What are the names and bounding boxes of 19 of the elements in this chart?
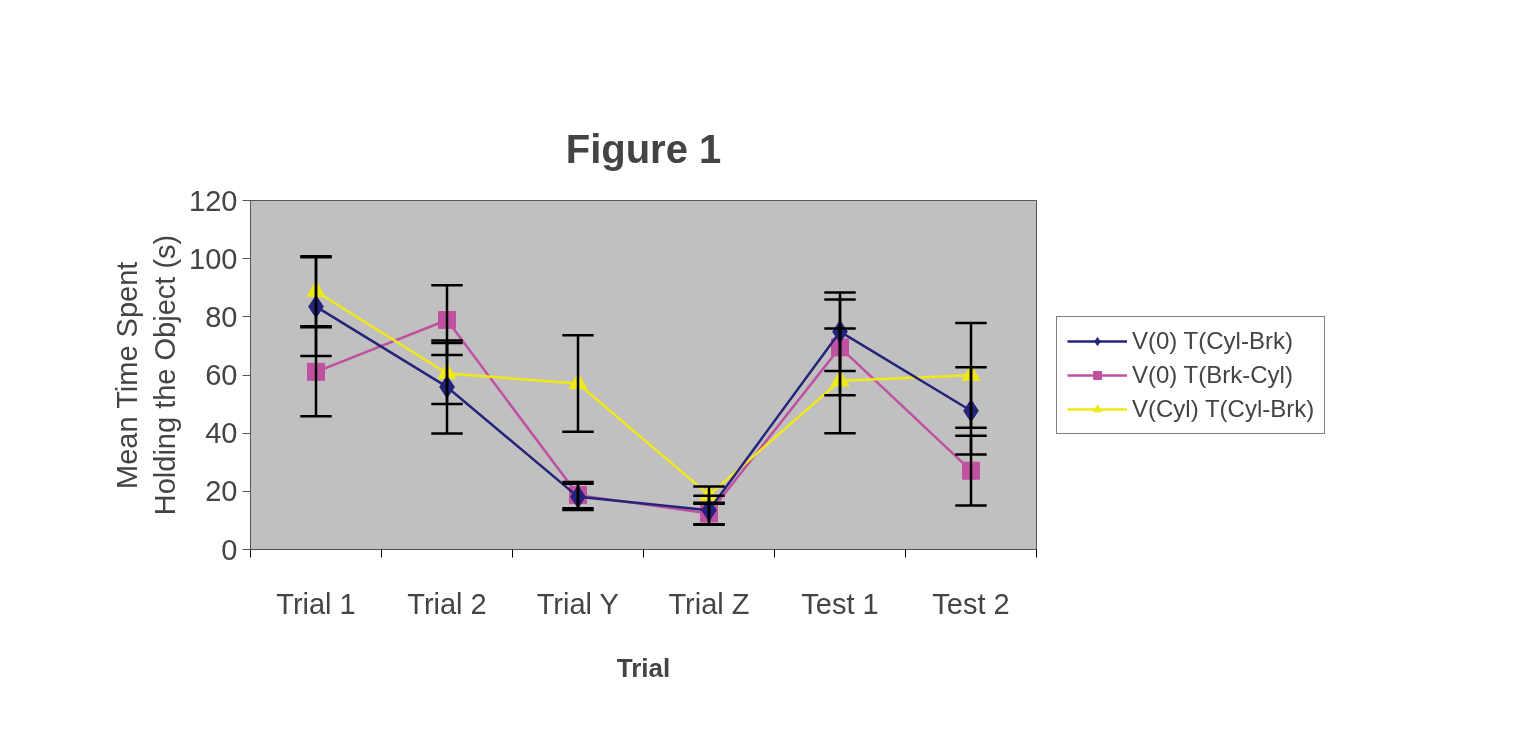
x-tick-label: Trial Z: [668, 587, 750, 620]
chart-title: Figure 1: [565, 126, 722, 171]
legend-label: V(Cyl) T(Cyl-Brk): [1132, 394, 1315, 423]
y-tick-label: 0: [221, 533, 238, 566]
x-tick-label: Test 1: [801, 587, 879, 620]
x-tick-label: Trial Y: [536, 587, 619, 620]
y-axis-title: Mean Time Spent Holding the Object (s): [110, 234, 182, 516]
x-tick-label: Trial 1: [276, 587, 356, 620]
x-tick-label: Test 2: [932, 587, 1010, 620]
y-tick-label: 80: [205, 300, 238, 333]
y-tick-label: 20: [205, 475, 238, 508]
legend-label: V(0) T(Brk-Cyl): [1132, 360, 1293, 389]
y-tick-label: 100: [189, 242, 238, 275]
x-axis-title: Trial: [616, 652, 671, 683]
y-tick-label: 120: [189, 184, 238, 217]
y-tick-label: 40: [205, 417, 238, 450]
x-tick-label: Trial 2: [407, 587, 487, 620]
legend-label: V(0) T(Cyl-Brk): [1132, 326, 1293, 355]
y-tick-label: 60: [205, 359, 238, 391]
